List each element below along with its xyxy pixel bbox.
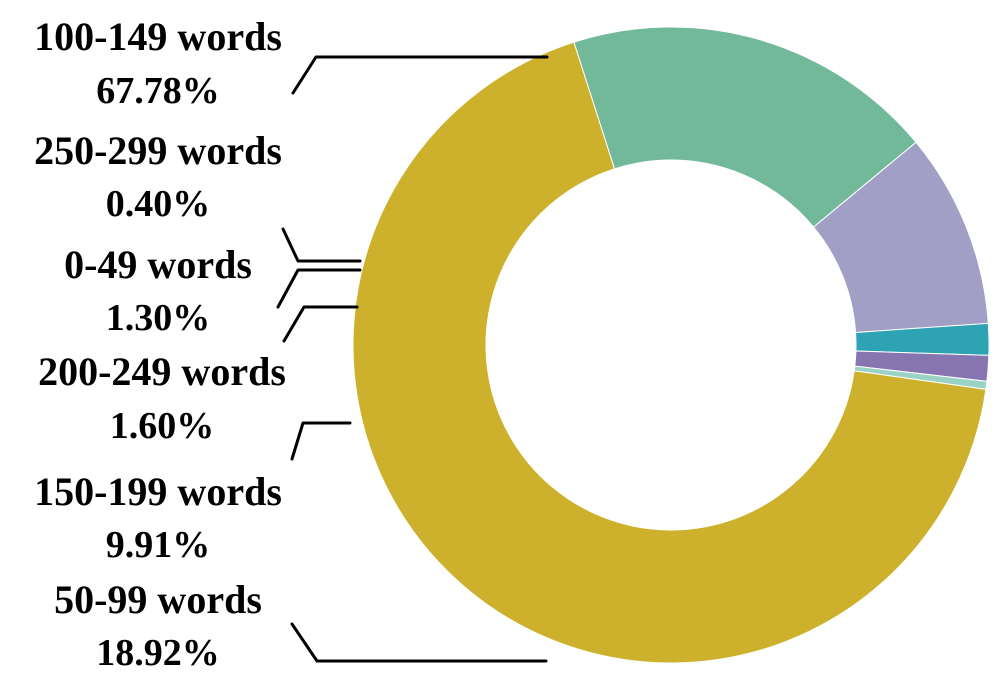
leader-lines-group (276, 55, 549, 663)
label-percent-100-149-words: 67.78% (96, 70, 220, 112)
label-name-250-299-words: 250-299 words (34, 128, 282, 173)
slices-group (352, 26, 990, 664)
label-percent-150-199-words: 9.91% (106, 524, 211, 566)
slice-250-299-words (853, 365, 988, 390)
label-name-200-249-words: 200-249 words (38, 349, 286, 394)
label-name-50-99-words: 50-99 words (54, 577, 262, 622)
label-percent-200-249-words: 1.60% (110, 405, 215, 447)
leader-line-250-299-words (281, 227, 362, 263)
label-name-150-199-words: 150-199 words (34, 469, 282, 514)
leader-line-50-99-words (290, 622, 548, 663)
label-name-0-49-words: 0-49 words (64, 242, 252, 287)
leader-line-0-49-words (276, 268, 362, 309)
label-percent-50-99-words: 18.92% (96, 632, 220, 674)
label-percent-0-49-words: 1.30% (106, 297, 211, 339)
label-percent-250-299-words: 0.40% (106, 183, 211, 225)
slice-100-149-words (352, 41, 987, 664)
leader-line-150-199-words (290, 421, 352, 461)
leader-line-200-249-words (282, 305, 359, 343)
slice-50-99-words (573, 26, 917, 228)
labels-group: 100-149 words 67.78% 250-299 words 0.40% 0-4… (34, 14, 286, 674)
leader-line-100-149-words (291, 55, 549, 95)
label-name-100-149-words: 100-149 words (34, 14, 282, 59)
